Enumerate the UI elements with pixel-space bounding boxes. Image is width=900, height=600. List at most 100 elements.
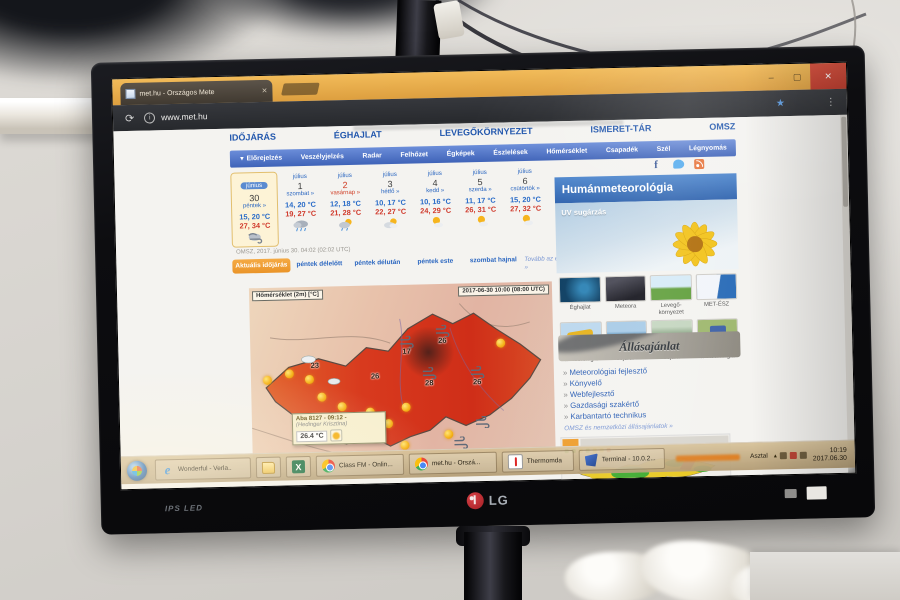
chrome-icon — [414, 457, 429, 471]
thumbnail-image — [649, 274, 692, 302]
bezel-sticker — [806, 486, 827, 500]
lg-logo: LG — [466, 491, 509, 510]
forecast-day-column[interactable]: július 2 vasárnap » 12, 18 °C 21, 28 °C — [322, 170, 369, 246]
close-button[interactable]: ✕ — [809, 62, 847, 90]
subnav-homerseklet[interactable]: Hőmérséklet — [546, 147, 588, 156]
system-tray: ▴ — [773, 451, 807, 460]
bookmark-star-icon[interactable]: ★ — [775, 97, 785, 109]
browser-menu-icon[interactable]: ⋮ — [825, 96, 837, 108]
subnav-csapadek[interactable]: Csapadék — [605, 146, 639, 155]
thumbnail-image — [558, 276, 601, 304]
taskbar-thermometer-app[interactable]: Thermomda — [501, 449, 575, 473]
taskbar-terminal[interactable]: Terminal - 10.0.2... — [578, 447, 666, 471]
uv-banner-image: UV sugárzás — [555, 199, 739, 274]
taskbar-ie-window[interactable]: e Wonderful - Verla.. — [154, 457, 252, 481]
station-temperature: 26 — [472, 377, 482, 387]
thumb-met-esz[interactable]: MET-ÉSZ — [693, 273, 739, 315]
forecast-day-column[interactable]: július 3 hétfő » 10, 17 °C 22, 27 °C — [367, 169, 414, 245]
twitter-icon[interactable] — [673, 159, 685, 169]
excel-icon: X — [291, 460, 306, 474]
rss-icon[interactable] — [694, 158, 705, 169]
station-temperature: 28 — [424, 378, 434, 388]
job-link[interactable]: Meteorológiai fejlesztő — [563, 365, 647, 378]
jobs-more-link[interactable]: OMSZ és nemzetközi állásajánlatok » — [564, 422, 673, 433]
chrome-icon — [321, 459, 336, 473]
reload-icon[interactable]: ⟳ — [124, 112, 135, 125]
thumb-eghajlat[interactable]: Éghajlat — [557, 276, 603, 318]
nav-omsz[interactable]: OMSZ — [709, 121, 736, 132]
tab-pentek-delutan[interactable]: péntek délután — [354, 258, 401, 267]
taskbar-excel[interactable]: X — [285, 455, 312, 478]
tab-szombat-hajnal[interactable]: szombat hajnal — [469, 256, 517, 265]
temperature-map[interactable]: Hőmérséklet (2m) [°C] 2017-06-30 10:00 (… — [248, 281, 556, 459]
forecast-day-column[interactable]: július 6 csütörtök » 15, 20 °C 27, 32 °C — [502, 166, 549, 242]
taskbar-explorer[interactable] — [255, 456, 282, 479]
tab-pentek-delelott[interactable]: péntek délelőtt — [296, 260, 343, 269]
nav-idojaras[interactable]: IDŐJÁRÁS — [229, 131, 277, 143]
tab-pentek-este[interactable]: péntek este — [417, 257, 454, 266]
tab-aktualis-idojaras[interactable]: Aktuális időjárás — [232, 258, 291, 274]
subnav-egkepek[interactable]: Égképek — [446, 150, 475, 158]
tab-close-icon[interactable]: ✕ — [261, 87, 268, 95]
wind-marker-icon — [421, 366, 437, 384]
station-temperature: 17 — [402, 346, 411, 356]
forecast-table: június 30 péntek » 15, 20 °C 27, 34 °C j… — [230, 166, 549, 248]
taskbar-chrome-methu[interactable]: met.hu - Orszá... — [408, 451, 498, 475]
subnav-legnyomas[interactable]: Légnyomás — [688, 144, 727, 153]
tooltip-temperature: 26.4 °C — [296, 430, 328, 442]
facebook-icon[interactable]: f — [654, 159, 659, 172]
subnav-eszlelesek[interactable]: Észlelések — [493, 148, 528, 157]
wind-marker-icon — [398, 335, 414, 353]
maximize-button[interactable]: ▢ — [792, 71, 802, 82]
taskbar-chrome-classfm[interactable]: Class FM - Onlin... — [315, 453, 405, 477]
bezel-sticker — [784, 488, 797, 499]
forecast-day-column[interactable]: július 5 szerda » 11, 17 °C 26, 31 °C — [457, 167, 504, 243]
flower-image — [672, 221, 718, 267]
uv-subtitle: UV sugárzás — [561, 207, 607, 218]
cloud-marker — [327, 372, 341, 390]
url-text[interactable]: www.met.hu — [161, 111, 208, 123]
tray-icon[interactable] — [779, 452, 787, 460]
tray-expand-icon[interactable]: ▴ — [773, 453, 777, 460]
subnav-szel[interactable]: Szél — [656, 145, 671, 154]
sun-cloud-icon — [413, 216, 458, 232]
tray-icon[interactable] — [789, 451, 797, 460]
folder-icon — [261, 461, 276, 474]
nav-levegokornyezet[interactable]: LEVEGŐKÖRNYEZET — [439, 125, 533, 138]
new-tab-button[interactable] — [281, 82, 320, 96]
forecast-day-column[interactable]: július 1 szombat » 14, 20 °C 19, 27 °C — [277, 171, 324, 247]
site-info-icon[interactable]: i — [144, 111, 156, 124]
taskbar-clock[interactable]: 10:19 2017.06.30 — [813, 446, 847, 463]
tray-icon[interactable] — [799, 451, 807, 459]
wind-marker-icon — [434, 324, 450, 342]
humanmeteorology-card[interactable]: Humánmeteorológia UV sugárzás — [554, 173, 739, 274]
nav-eghajlat[interactable]: ÉGHAJLAT — [333, 129, 382, 141]
forecast-day-column[interactable]: július 4 kedd » 10, 16 °C 24, 29 °C — [412, 168, 459, 244]
subnav-elorejelzes[interactable]: ▼ Előrejelzés — [238, 154, 283, 163]
subnav-veszelyjelzes[interactable]: Veszélyjelzés — [300, 153, 344, 162]
subnav-radar[interactable]: Radar — [362, 152, 382, 160]
window-controls: – ▢ ✕ — [758, 62, 847, 91]
desktop-toolbar-label[interactable]: Asztal — [750, 452, 768, 460]
start-button[interactable] — [126, 460, 148, 481]
scrollbar-thumb[interactable] — [841, 116, 849, 207]
screen: met.hu - Országos Mete ✕ – ▢ ✕ ⟳ i www.m… — [111, 61, 857, 491]
jobs-banner[interactable]: Állásajánlat — [558, 331, 741, 362]
thumb-meteora[interactable]: Meteora — [602, 275, 648, 317]
map-timestamp: 2017-06-30 10:00 (08:00 UTC) — [458, 284, 550, 297]
rain-cloud-icon — [278, 219, 323, 235]
thumb-levegokornyezet[interactable]: Levegő-környezet — [648, 274, 694, 316]
station-tooltip: Aba 8127 - 09:12 - (Hedinger Krisztina) … — [291, 411, 387, 446]
station-temperature: 26 — [370, 371, 380, 381]
thumbnail-image — [604, 275, 647, 303]
sun-cloud-icon — [458, 215, 503, 231]
terminal-icon — [585, 453, 598, 466]
social-icons: f — [654, 158, 705, 172]
wind-marker-icon — [474, 415, 490, 433]
minimize-button[interactable]: – — [768, 72, 774, 83]
subnav-felhozet[interactable]: Felhőzet — [400, 151, 429, 159]
forecast-day-column[interactable]: június 30 péntek » 15, 20 °C 27, 34 °C — [230, 171, 279, 248]
nav-ismeret-tar[interactable]: ISMERET-TÁR — [590, 123, 652, 135]
job-link[interactable]: Karbantartó technikus — [564, 409, 648, 422]
